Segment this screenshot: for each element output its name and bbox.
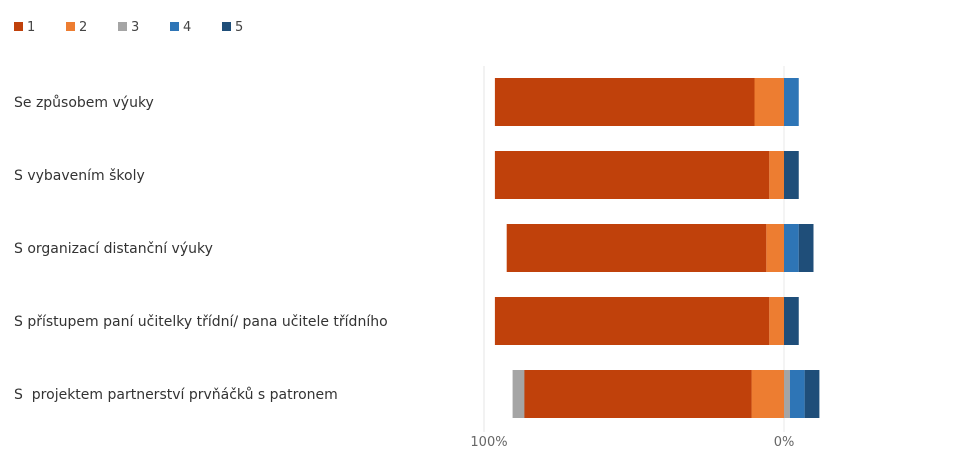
x-tick-label: 0%: [774, 435, 795, 450]
bar-segment-2: [769, 151, 784, 199]
bar-segment-2: [754, 78, 784, 126]
bar-segment-5: [784, 297, 799, 345]
bar-segment-5: [784, 151, 799, 199]
legend: 1 2 3 4 5: [14, 20, 243, 35]
bars: [494, 78, 820, 418]
bar-segment-1: [494, 151, 770, 199]
bar-segment-5: [804, 370, 820, 418]
legend-label-4: 4: [183, 20, 191, 35]
legend-swatch-4: [170, 22, 179, 31]
bar-segment-5: [798, 224, 814, 272]
category-label: S přístupem paní učitelky třídní/ pana u…: [14, 314, 388, 330]
bar-segment-4: [784, 78, 799, 126]
legend-label-1: 1: [27, 20, 35, 35]
category-label: S vybavením školy: [14, 168, 145, 184]
bar-segment-4: [784, 224, 799, 272]
legend-label-5: 5: [235, 20, 243, 35]
category-label: S projektem partnerství prvňáčků s patro…: [14, 387, 338, 403]
x-axis-ticks: 100% 0%: [470, 435, 794, 450]
legend-swatch-1: [14, 22, 23, 31]
bar-segment-4: [789, 370, 805, 418]
x-tick-label: 100%: [470, 435, 507, 450]
category-label: S organizací distanční výuky: [14, 241, 213, 257]
bar-segment-1: [518, 370, 752, 418]
legend-swatch-3: [118, 22, 127, 31]
bar-segment-2: [769, 297, 784, 345]
bar-segment-1: [494, 78, 755, 126]
bar-segment-3-positive: [784, 370, 790, 418]
legend-swatch-2: [66, 22, 75, 31]
bar-segment-2: [766, 224, 784, 272]
legend-label-2: 2: [79, 20, 87, 35]
bar-segment-2: [751, 370, 784, 418]
bar-segment-1: [506, 224, 767, 272]
legend-swatch-5: [222, 22, 231, 31]
legend-label-3: 3: [131, 20, 139, 35]
bar-segment-3: [512, 370, 525, 418]
bar-segment-1: [494, 297, 770, 345]
category-label: Se způsobem výuky: [14, 95, 154, 111]
category-labels: Se způsobem výuky S vybavením školy S orga…: [14, 95, 388, 403]
